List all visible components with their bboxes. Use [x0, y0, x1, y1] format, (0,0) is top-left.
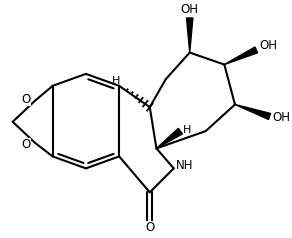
Text: H: H: [183, 125, 191, 135]
Polygon shape: [235, 104, 271, 119]
Text: O: O: [21, 138, 31, 151]
Polygon shape: [187, 18, 193, 53]
Text: O: O: [21, 93, 31, 106]
Polygon shape: [157, 128, 182, 149]
Text: OH: OH: [259, 40, 277, 52]
Polygon shape: [224, 47, 258, 64]
Text: NH: NH: [176, 159, 194, 172]
Text: H: H: [112, 75, 120, 85]
Text: OH: OH: [181, 4, 199, 16]
Text: O: O: [145, 221, 154, 234]
Text: OH: OH: [272, 111, 291, 124]
